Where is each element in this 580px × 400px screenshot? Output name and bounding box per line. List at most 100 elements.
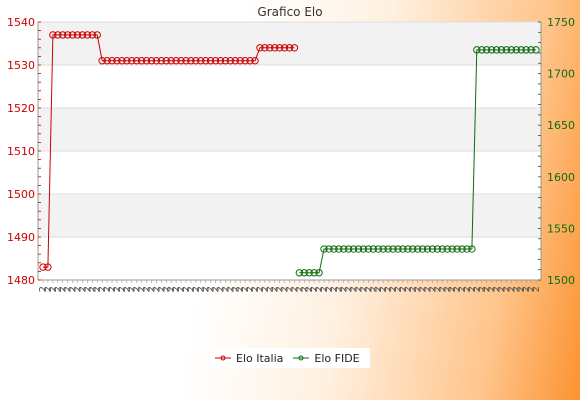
x-tick-label: 2 (324, 286, 335, 292)
right-axis-ticks: 1500 1550 1600 1650 1700 1750 (538, 16, 575, 287)
data-point (280, 44, 289, 52)
data-point (132, 57, 141, 65)
right-tick-label: 1550 (547, 222, 575, 235)
data-point (507, 46, 516, 54)
data-point (433, 245, 442, 253)
x-tick-label: 2 (398, 286, 409, 292)
x-tick-label: 2 (388, 286, 399, 292)
x-tick-label: 2 (403, 286, 414, 292)
data-point (251, 57, 259, 65)
data-point (197, 57, 205, 65)
x-tick-label: 2 (181, 286, 192, 292)
x-tick-label: 2 (408, 286, 419, 292)
data-point (315, 269, 323, 277)
data-point (266, 44, 274, 52)
x-tick-label: 2 (467, 286, 478, 292)
data-point (157, 57, 166, 65)
x-tick-label: 2 (206, 286, 217, 292)
data-point (320, 245, 328, 253)
x-axis-tick-labels: 2222222222222222222222222222222222222222… (38, 280, 542, 292)
legend-label-elo-italia: Elo Italia (236, 351, 284, 365)
series-elo-fide (295, 46, 540, 277)
data-point (300, 269, 308, 277)
right-tick-label: 1750 (547, 16, 575, 29)
x-tick-label: 2 (112, 286, 123, 292)
x-tick-label: 2 (442, 286, 453, 292)
data-point (54, 31, 62, 39)
x-tick-label: 2 (452, 286, 463, 292)
data-point (39, 263, 47, 271)
x-tick-label: 2 (319, 286, 330, 292)
x-tick-label: 2 (245, 286, 256, 292)
data-point (428, 245, 437, 253)
x-tick-label: 2 (339, 286, 350, 292)
data-point (330, 245, 338, 253)
x-tick-label: 2 (531, 286, 542, 292)
x-tick-label: 2 (344, 286, 355, 292)
data-point (458, 245, 466, 253)
x-tick-label: 2 (521, 286, 532, 292)
x-tick-label: 2 (285, 286, 296, 292)
data-point (423, 245, 432, 253)
x-tick-label: 2 (423, 286, 434, 292)
x-tick-label: 2 (186, 286, 197, 292)
data-point (384, 245, 392, 253)
data-point (404, 245, 412, 253)
data-point (216, 57, 225, 65)
data-point (49, 31, 57, 39)
left-tick-label: 1500 (7, 188, 35, 201)
data-point (413, 245, 422, 253)
data-point (246, 57, 254, 65)
data-point (63, 31, 72, 39)
x-tick-label: 2 (462, 286, 473, 292)
data-point (483, 46, 491, 54)
x-tick-label: 2 (329, 286, 340, 292)
left-tick-label: 1510 (7, 145, 35, 158)
data-point (271, 44, 279, 52)
right-tick-label: 1700 (547, 68, 575, 81)
data-point (261, 44, 269, 52)
data-point (221, 57, 230, 65)
x-tick-label: 2 (526, 286, 537, 292)
data-point (256, 44, 264, 52)
data-point (468, 245, 476, 253)
x-tick-label: 2 (477, 286, 488, 292)
data-point (369, 245, 378, 253)
x-tick-label: 2 (280, 286, 291, 292)
data-point (211, 57, 220, 65)
data-point (182, 57, 190, 65)
data-point (290, 44, 299, 52)
legend-label-elo-fide: Elo FIDE (314, 351, 360, 365)
x-tick-label: 2 (413, 286, 424, 292)
left-tick-label: 1480 (7, 274, 35, 287)
x-tick-label: 2 (368, 286, 379, 292)
x-tick-label: 2 (58, 286, 69, 292)
data-point (502, 46, 511, 54)
data-point (463, 245, 471, 253)
data-point (478, 46, 486, 54)
x-tick-label: 2 (117, 286, 128, 292)
data-point (374, 245, 382, 253)
x-tick-label: 2 (166, 286, 177, 292)
data-point (295, 269, 304, 277)
series-layer (39, 31, 540, 277)
data-point (93, 31, 101, 39)
data-point (103, 57, 111, 65)
x-tick-label: 2 (482, 286, 493, 292)
x-tick-label: 2 (309, 286, 320, 292)
x-tick-label: 2 (334, 286, 345, 292)
x-tick-label: 2 (487, 286, 498, 292)
data-point (359, 245, 368, 253)
data-point (349, 245, 358, 253)
data-point (364, 245, 373, 253)
data-point (394, 245, 402, 253)
x-tick-label: 2 (358, 286, 369, 292)
legend-marker-red-icon (215, 355, 231, 361)
legend-item-elo-italia[interactable]: Elo Italia (215, 352, 283, 365)
x-tick-label: 2 (142, 286, 153, 292)
data-point (497, 46, 506, 54)
data-point (44, 263, 52, 271)
data-point (78, 31, 87, 39)
legend-item-elo-fide[interactable]: Elo FIDE (293, 351, 360, 365)
data-point (83, 31, 92, 39)
